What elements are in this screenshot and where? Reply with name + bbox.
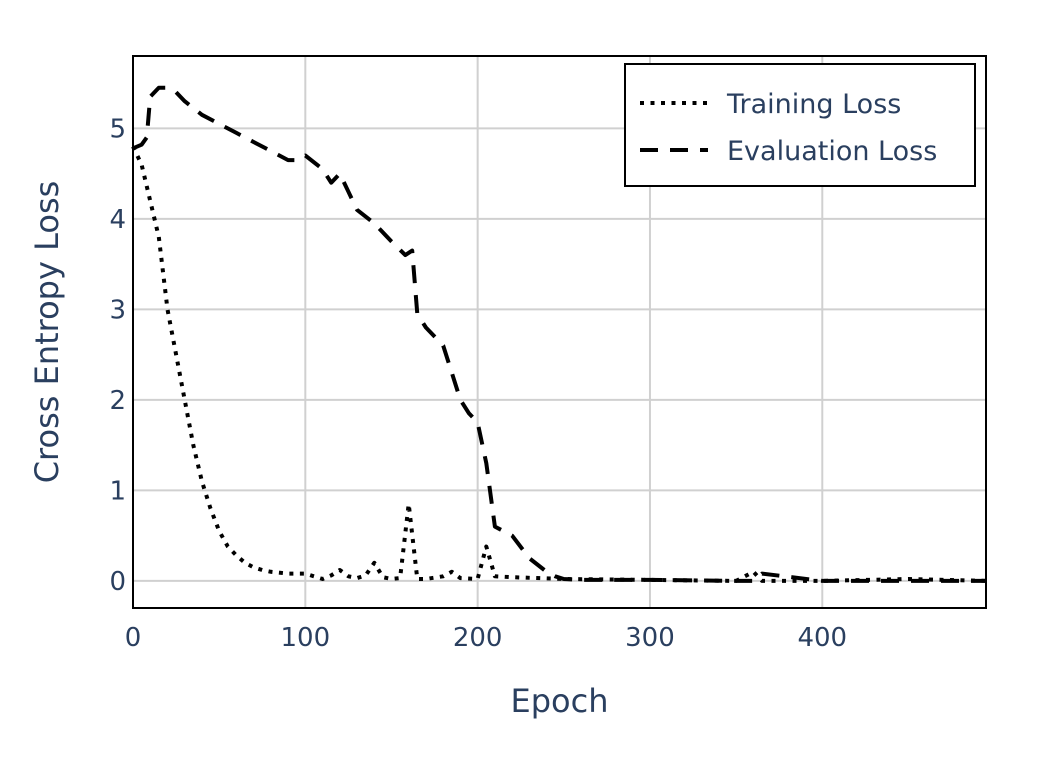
legend-label-training: Training Loss [726, 89, 901, 120]
plot-frame [132, 55, 987, 609]
series-line-training-loss [131, 145, 987, 583]
series-line-evaluation-loss [132, 85, 986, 583]
y-axis-title: Cross Entropy Loss [28, 181, 66, 484]
y-tick-label-3: 3 [109, 295, 126, 325]
x-axis-title: Epoch [511, 682, 609, 720]
legend: Training Loss Evaluation Loss [624, 63, 976, 187]
x-tick-label-1: 100 [281, 623, 331, 653]
x-tick-label-2: 200 [453, 623, 503, 653]
x-tick-label-0: 0 [125, 623, 142, 653]
y-tick-label-5: 5 [109, 114, 126, 144]
tick-labels: 0 100 200 300 400 0 1 2 3 4 5 [109, 114, 847, 653]
y-tick-label-0: 0 [109, 567, 126, 597]
y-tick-label-1: 1 [109, 476, 126, 506]
legend-box [624, 63, 976, 187]
series-layer [131, 85, 987, 583]
y-tick-label-4: 4 [109, 205, 126, 235]
legend-label-evaluation: Evaluation Loss [727, 136, 937, 167]
x-tick-label-3: 300 [625, 623, 675, 653]
x-tick-label-4: 400 [797, 623, 847, 653]
y-tick-label-2: 2 [109, 386, 126, 416]
